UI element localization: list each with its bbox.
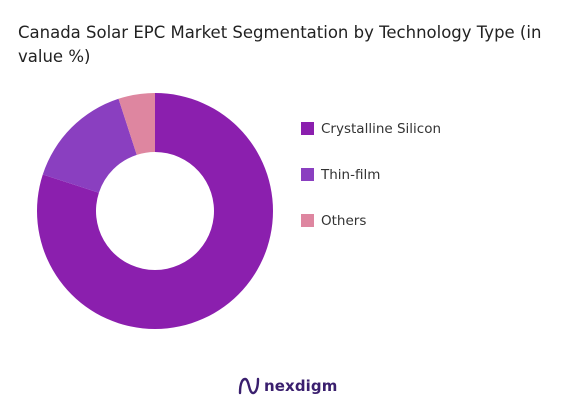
legend-item-crystalline-silicon: Crystalline Silicon: [301, 117, 441, 140]
legend-label: Crystalline Silicon: [321, 120, 442, 137]
slice-crystalline-silicon: [37, 93, 273, 329]
legend-label: Thin-film: [321, 166, 381, 183]
slice-thin-film: [42, 98, 137, 193]
nexdigm-logo-icon: [238, 377, 260, 395]
legend-swatch: [301, 122, 314, 135]
legend-label: Others: [321, 212, 367, 229]
chart-title: Canada Solar EPC Market Segmentation by …: [18, 23, 542, 66]
chart-legend: Crystalline Silicon Thin-film Others: [301, 117, 441, 255]
slice-others: [118, 93, 155, 155]
brand-footer: nexdigm: [238, 376, 337, 396]
legend-swatch: [301, 214, 314, 227]
legend-swatch: [301, 168, 314, 181]
donut-chart: [37, 93, 273, 329]
legend-item-thin-film: Thin-film: [301, 163, 441, 186]
brand-name: nexdigm: [264, 377, 338, 395]
legend-item-others: Others: [301, 209, 441, 232]
